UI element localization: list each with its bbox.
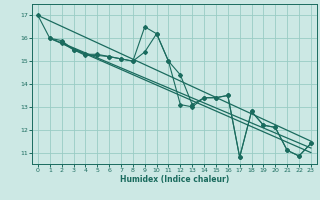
X-axis label: Humidex (Indice chaleur): Humidex (Indice chaleur) — [120, 175, 229, 184]
